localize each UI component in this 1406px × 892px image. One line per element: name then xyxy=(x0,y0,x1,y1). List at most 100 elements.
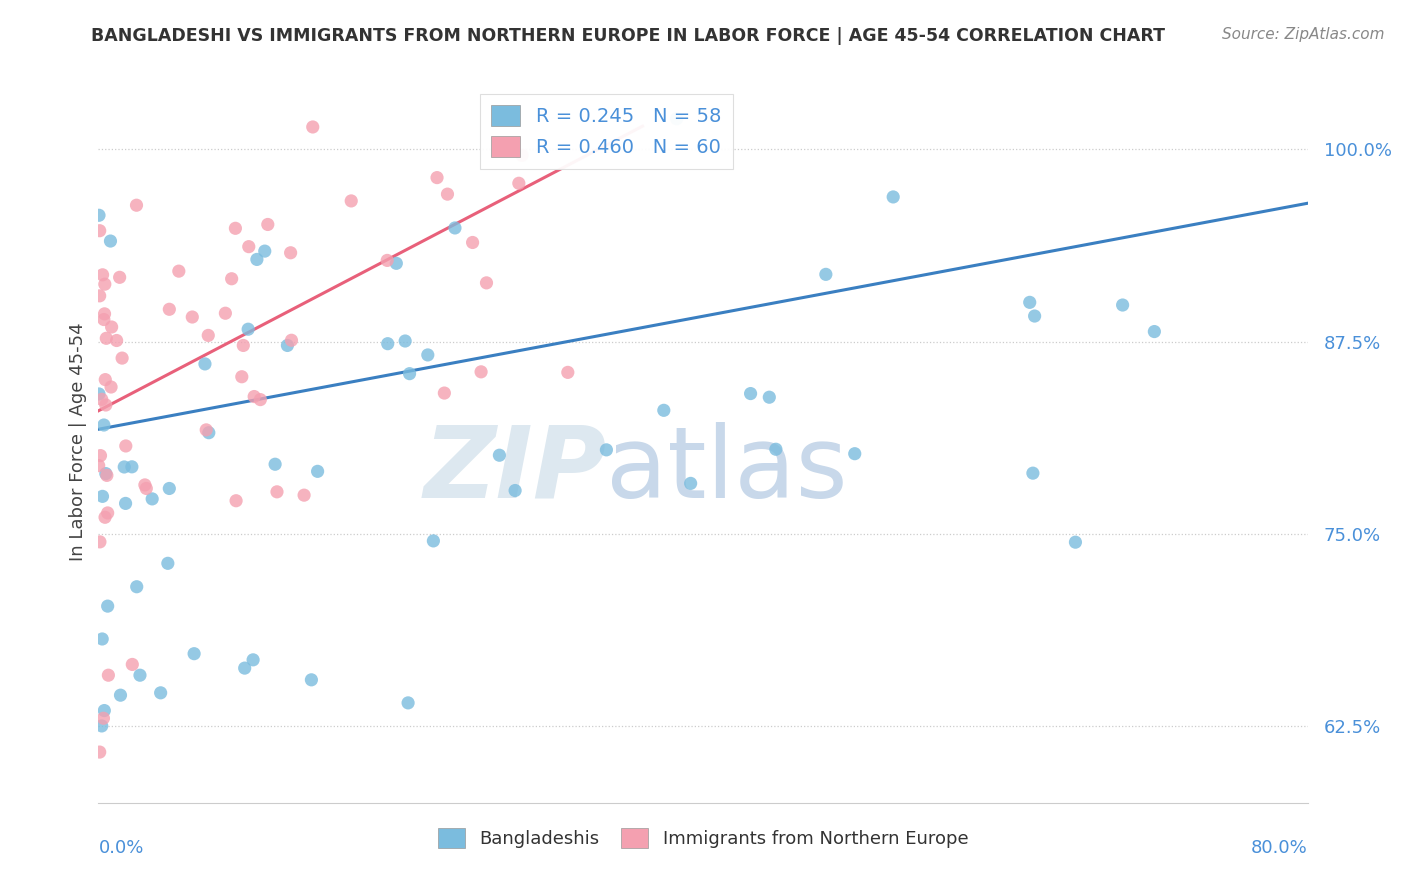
Point xyxy=(134,478,156,492)
Point xyxy=(93,307,115,321)
Point xyxy=(307,464,329,478)
Point xyxy=(461,235,484,250)
Point xyxy=(595,442,617,457)
Point xyxy=(121,459,143,474)
Point xyxy=(97,668,120,682)
Point xyxy=(396,696,419,710)
Point xyxy=(246,252,269,267)
Point xyxy=(96,468,118,483)
Point xyxy=(758,390,780,404)
Point xyxy=(194,357,217,371)
Point xyxy=(503,483,526,498)
Text: 0.0%: 0.0% xyxy=(98,838,143,857)
Point xyxy=(679,476,702,491)
Legend: Bangladeshis, Immigrants from Northern Europe: Bangladeshis, Immigrants from Northern E… xyxy=(430,821,976,855)
Point xyxy=(433,386,456,401)
Point xyxy=(167,264,190,278)
Point xyxy=(91,268,114,282)
Point xyxy=(377,336,399,351)
Point xyxy=(665,112,688,126)
Point xyxy=(264,457,287,471)
Point xyxy=(398,367,420,381)
Point xyxy=(1064,535,1087,549)
Point xyxy=(253,244,276,259)
Point xyxy=(1022,466,1045,480)
Point xyxy=(276,338,298,352)
Point xyxy=(385,256,408,270)
Point xyxy=(89,745,111,759)
Point xyxy=(100,320,122,334)
Point xyxy=(87,208,110,222)
Point xyxy=(508,176,530,190)
Point xyxy=(100,380,122,394)
Point xyxy=(225,493,247,508)
Point xyxy=(280,333,302,347)
Point xyxy=(232,338,254,352)
Point xyxy=(243,390,266,404)
Point xyxy=(238,322,260,336)
Point xyxy=(426,170,449,185)
Point xyxy=(110,688,132,702)
Point xyxy=(94,277,117,292)
Point xyxy=(156,557,179,571)
Point xyxy=(844,447,866,461)
Point xyxy=(141,491,163,506)
Point xyxy=(422,533,444,548)
Point xyxy=(301,120,323,134)
Point xyxy=(125,198,148,212)
Point xyxy=(157,482,180,496)
Point xyxy=(91,632,114,646)
Point xyxy=(111,351,134,365)
Text: Source: ZipAtlas.com: Source: ZipAtlas.com xyxy=(1222,27,1385,42)
Point xyxy=(90,719,112,733)
Point xyxy=(231,369,253,384)
Point xyxy=(112,460,135,475)
Point xyxy=(221,272,243,286)
Point xyxy=(224,221,246,235)
Point xyxy=(87,387,110,401)
Point xyxy=(814,268,837,282)
Point xyxy=(444,221,467,235)
Text: BANGLADESHI VS IMMIGRANTS FROM NORTHERN EUROPE IN LABOR FORCE | AGE 45-54 CORREL: BANGLADESHI VS IMMIGRANTS FROM NORTHERN … xyxy=(91,27,1166,45)
Point xyxy=(89,534,111,549)
Point xyxy=(340,194,363,208)
Point xyxy=(114,496,136,510)
Point xyxy=(91,489,114,503)
Point xyxy=(266,484,288,499)
Point xyxy=(94,510,117,524)
Point xyxy=(436,187,458,202)
Point xyxy=(292,488,315,502)
Point xyxy=(94,467,117,481)
Point xyxy=(97,506,120,520)
Point xyxy=(94,373,117,387)
Point xyxy=(740,386,762,401)
Point xyxy=(394,334,416,348)
Point xyxy=(1018,295,1040,310)
Point xyxy=(238,240,260,254)
Point xyxy=(89,449,111,463)
Point xyxy=(135,482,157,496)
Point xyxy=(108,270,131,285)
Point xyxy=(100,234,122,248)
Point xyxy=(195,423,218,437)
Point xyxy=(249,392,271,407)
Point xyxy=(256,218,278,232)
Point xyxy=(105,334,128,348)
Y-axis label: In Labor Force | Age 45-54: In Labor Force | Age 45-54 xyxy=(69,322,87,561)
Point xyxy=(114,439,136,453)
Point xyxy=(97,599,120,614)
Point xyxy=(882,190,904,204)
Point xyxy=(125,580,148,594)
Text: atlas: atlas xyxy=(606,422,848,519)
Point xyxy=(375,253,398,268)
Point xyxy=(96,331,118,345)
Point xyxy=(94,398,117,412)
Point xyxy=(93,417,115,432)
Point xyxy=(299,673,322,687)
Text: ZIP: ZIP xyxy=(423,422,606,519)
Point xyxy=(475,276,498,290)
Point xyxy=(1143,325,1166,339)
Point xyxy=(89,224,111,238)
Point xyxy=(197,328,219,343)
Point xyxy=(198,425,221,440)
